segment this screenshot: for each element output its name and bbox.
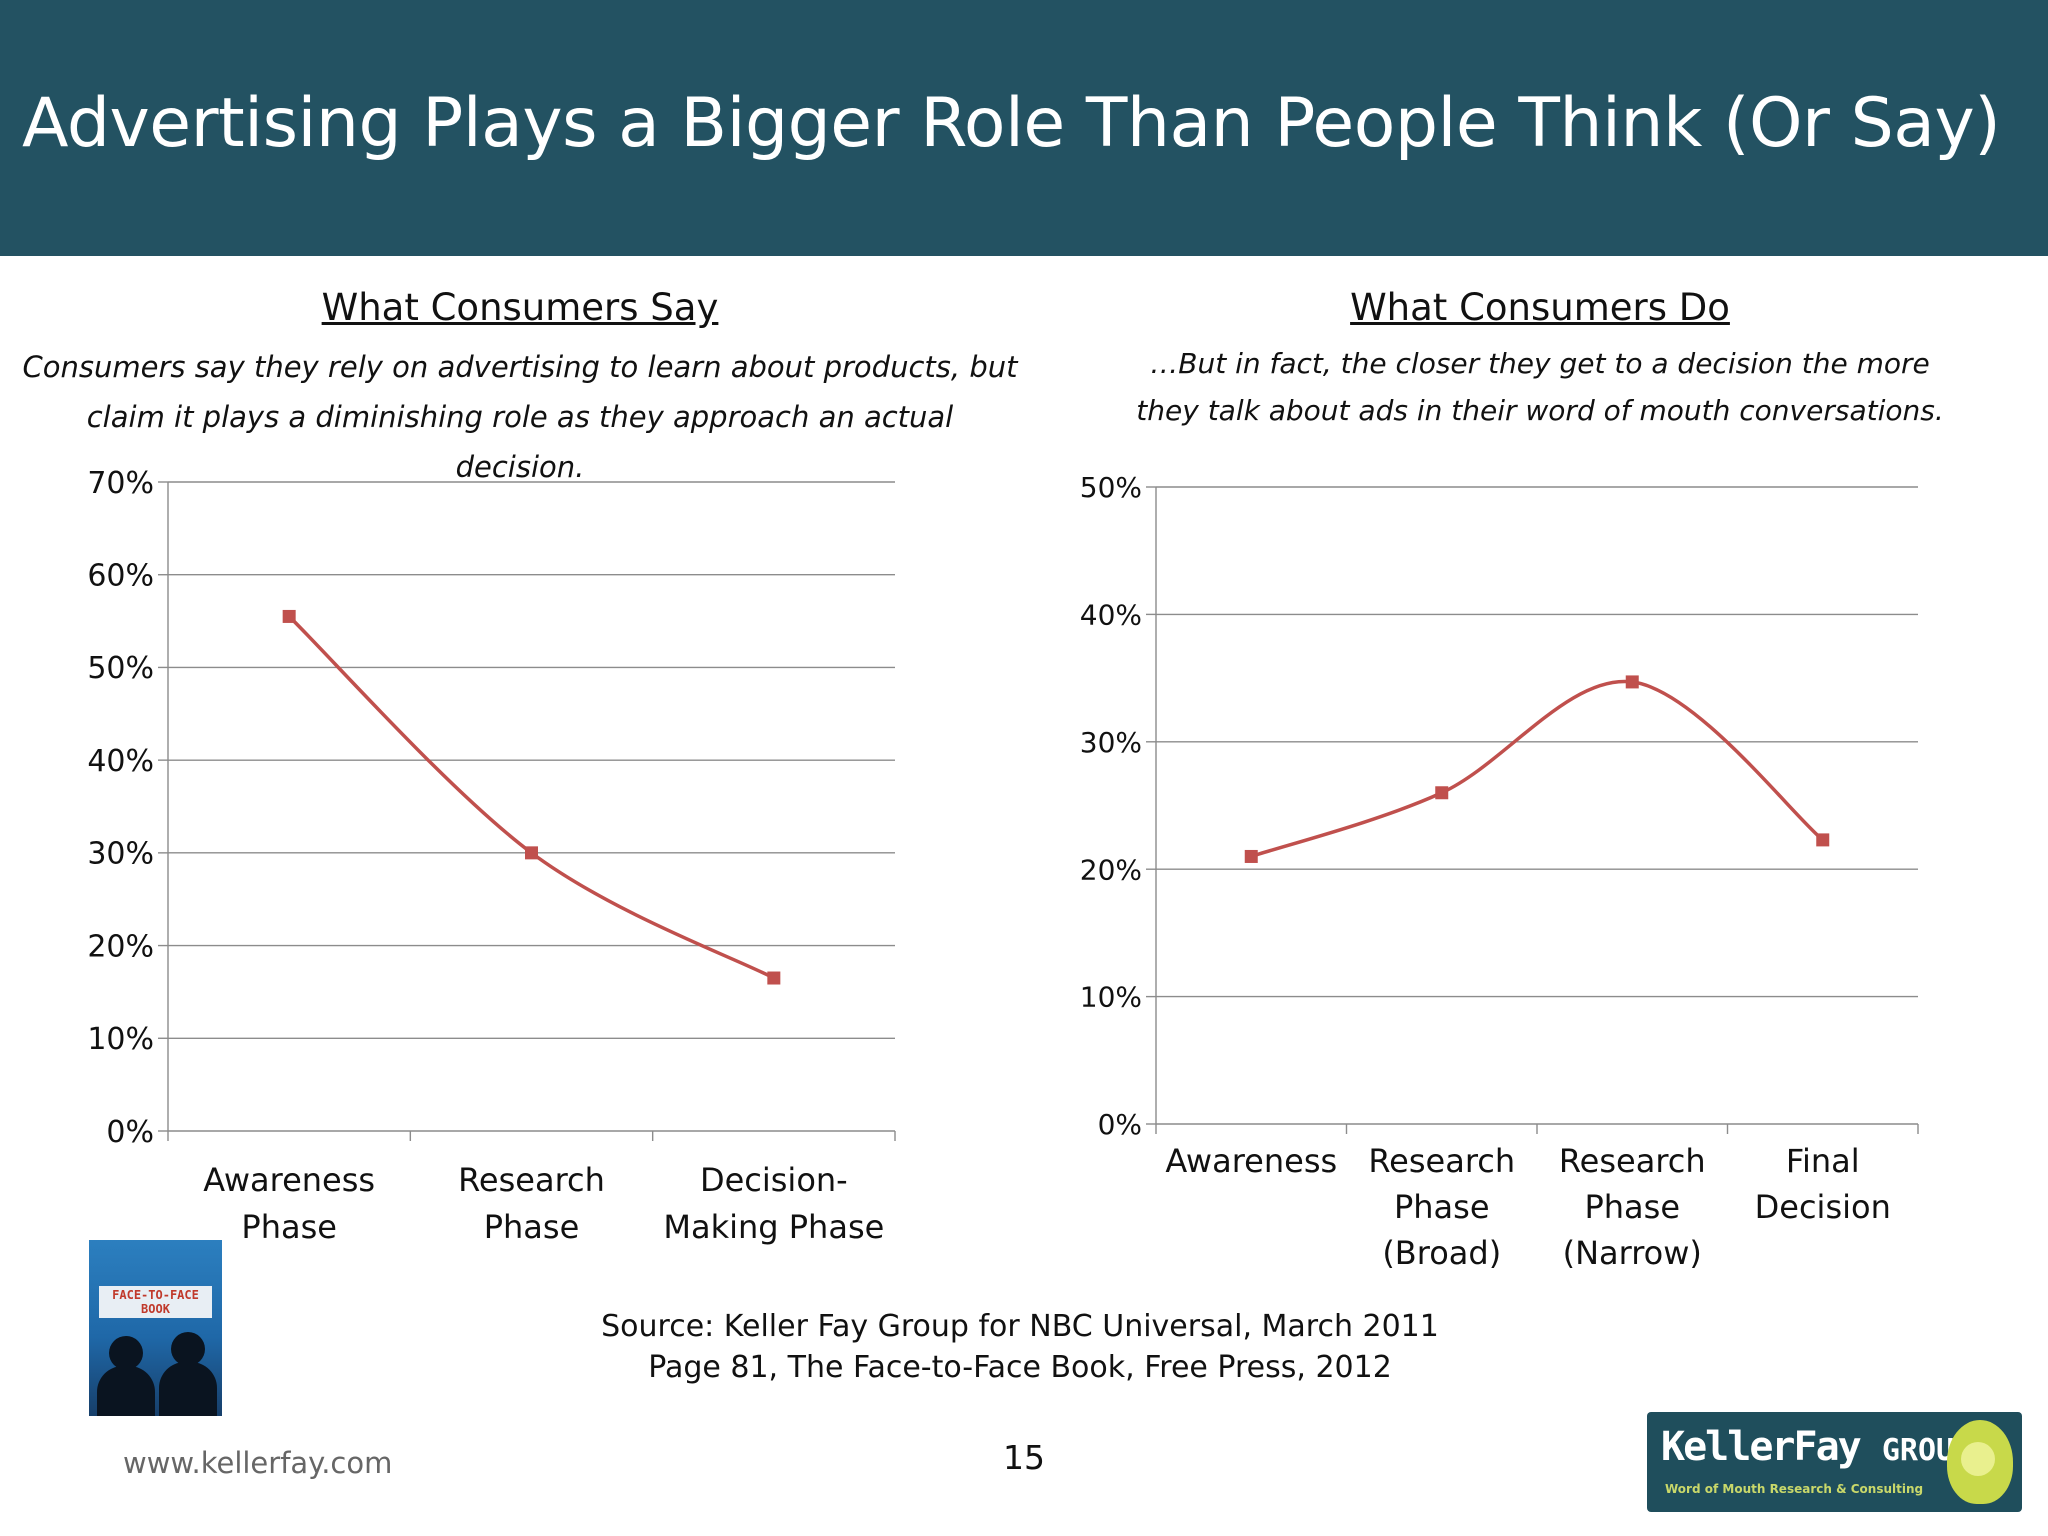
x-tick-label: Awareness <box>1165 1142 1337 1180</box>
x-tick-label-line: (Broad) <box>1382 1234 1501 1272</box>
x-tick-label-line: Decision <box>1755 1188 1891 1226</box>
logo-tagline: Word of Mouth Research & Consulting <box>1665 1482 1924 1496</box>
x-tick-label-line: Phase <box>241 1208 337 1246</box>
x-tick-label-line: (Narrow) <box>1563 1234 1702 1272</box>
source-note: Source: Keller Fay Group for NBC Univers… <box>540 1306 1500 1388</box>
y-tick-label: 30% <box>1080 726 1142 759</box>
x-tick-label-line: Phase <box>1584 1188 1680 1226</box>
right-panel-subtitle: …But in fact, the closer they get to a d… <box>1136 347 1944 427</box>
x-tick-label-line: Awareness <box>1165 1142 1337 1180</box>
logo-wordmark: KellerFay GROUP <box>1661 1424 1972 1470</box>
data-point <box>525 846 538 860</box>
data-point <box>1625 675 1639 689</box>
x-tick-label-line: Awareness <box>203 1161 375 1199</box>
book-label-line-1: FACE-TO-FACE <box>112 1288 199 1302</box>
x-tick-label-line: Research <box>458 1161 605 1199</box>
silhouette-body-right <box>159 1362 217 1416</box>
silhouette-head-left <box>109 1336 143 1370</box>
title-bar: Advertising Plays a Bigger Role Than Peo… <box>0 0 2048 256</box>
source-line-2: Page 81, The Face-to-Face Book, Free Pre… <box>648 1350 1392 1385</box>
face-to-face-book-cover: FACE-TO-FACE BOOK <box>89 1240 222 1416</box>
book-label-line-2: BOOK <box>141 1302 170 1316</box>
do-chart: 0% 10% 20% 30% 40% 50% Awareness Research Phase (… <box>1080 471 1919 1272</box>
left-panel-title: What Consumers Say <box>321 286 719 329</box>
series-line <box>1250 679 1824 859</box>
series-line <box>287 615 775 980</box>
y-tick-label: 60% <box>87 559 154 594</box>
x-tick-label-line: Research <box>1559 1142 1706 1180</box>
x-tick-label-line: Phase <box>484 1208 580 1246</box>
book-cover-label: FACE-TO-FACE BOOK <box>99 1286 212 1318</box>
y-tick-label: 50% <box>1080 471 1142 504</box>
x-tick-label: Research Phase (Narrow) <box>1559 1142 1706 1272</box>
x-tick-label-line: Final <box>1786 1142 1860 1180</box>
silhouette-body-left <box>97 1366 155 1416</box>
y-tick-label: 20% <box>1080 853 1142 886</box>
logo-name: KellerFay <box>1661 1424 1862 1470</box>
y-tick-label: 0% <box>1098 1108 1142 1141</box>
data-point <box>1244 849 1258 863</box>
x-tick-label-line: Making Phase <box>663 1208 884 1246</box>
kellerfay-logo: KellerFay GROUP Word of Mouth Research &… <box>1647 1412 2022 1512</box>
x-tick-label-line: Decision- <box>700 1161 848 1199</box>
data-point <box>1435 786 1449 800</box>
data-point <box>282 609 296 623</box>
y-tick-label: 10% <box>1080 981 1142 1014</box>
data-point <box>1816 833 1830 847</box>
y-tick-label: 40% <box>87 744 154 779</box>
y-tick-label: 50% <box>87 651 154 686</box>
say-chart: 0%10%20%30%40%50%60%70%Awareness PhaseRes… <box>87 466 896 1246</box>
silhouette-head-right <box>171 1332 205 1366</box>
x-tick-label: Research Phase (Broad) <box>1368 1142 1515 1272</box>
y-tick-label: 30% <box>87 837 154 872</box>
x-tick-label: Awareness Phase <box>203 1161 375 1246</box>
page-number: 15 <box>1003 1438 1045 1477</box>
leaf-highlight-icon <box>1961 1442 1995 1476</box>
y-tick-label: 10% <box>87 1022 154 1057</box>
website-link[interactable]: www.kellerfay.com <box>123 1446 393 1480</box>
y-tick-label: 0% <box>106 1115 154 1150</box>
x-tick-label-line: Research <box>1368 1142 1515 1180</box>
data-point <box>767 971 781 985</box>
y-tick-label: 40% <box>1080 598 1142 631</box>
x-tick-label: Final Decision <box>1755 1142 1891 1226</box>
y-tick-label: 70% <box>87 466 154 501</box>
x-tick-label-line: Phase <box>1394 1188 1490 1226</box>
x-tick-label: Decision- Making Phase <box>663 1161 884 1246</box>
slide-title: Advertising Plays a Bigger Role Than Peo… <box>22 84 2001 163</box>
x-tick-label: Research Phase <box>458 1161 605 1246</box>
y-tick-label: 20% <box>87 929 154 964</box>
right-panel-title: What Consumers Do <box>1350 286 1730 329</box>
left-panel-subtitle: Consumers say they rely on advertising t… <box>22 350 1018 484</box>
source-line-1: Source: Keller Fay Group for NBC Univers… <box>601 1309 1439 1344</box>
